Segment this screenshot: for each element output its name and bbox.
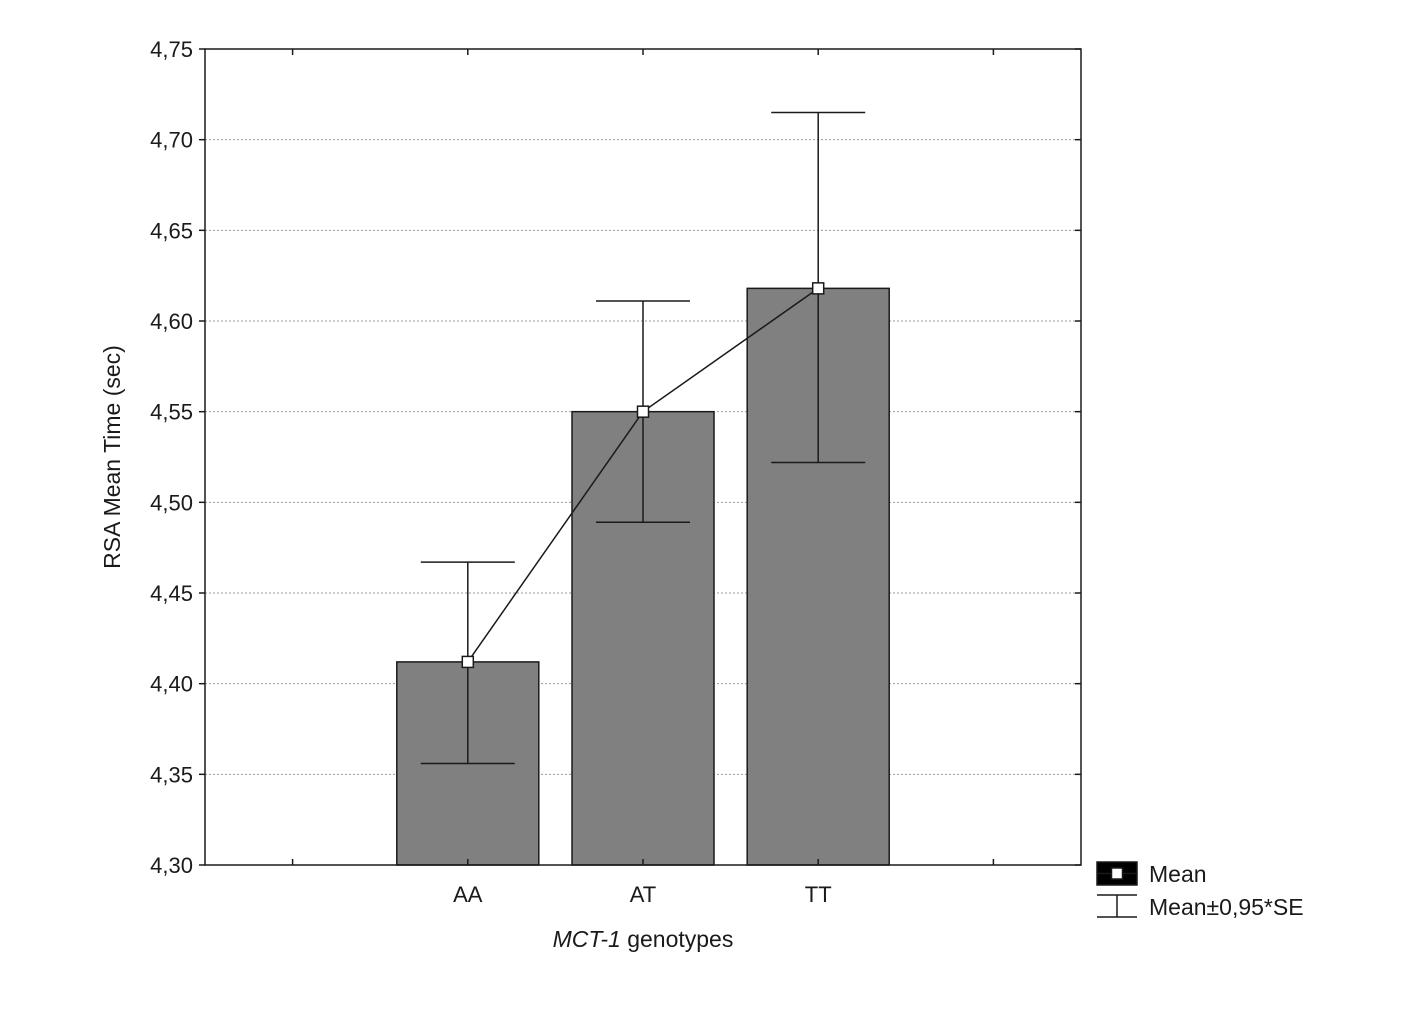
y-tick-label: 4,55 xyxy=(150,400,193,425)
legend-se-label: Mean±0,95*SE xyxy=(1149,894,1304,920)
y-axis-label: RSA Mean Time (sec) xyxy=(99,345,125,569)
legend-item-mean: Mean xyxy=(1096,861,1207,887)
x-tick-label-aa: AA xyxy=(453,882,483,907)
y-tick-label: 4,60 xyxy=(150,309,193,334)
legend-mean-label: Mean xyxy=(1149,861,1207,887)
y-tick-label: 4,30 xyxy=(150,853,193,878)
x-axis-label-rest: genotypes xyxy=(621,926,734,952)
y-tick-label: 4,40 xyxy=(150,672,193,697)
y-tick-label: 4,65 xyxy=(150,218,193,243)
y-tick-label: 4,35 xyxy=(150,762,193,787)
mean-marker-aa xyxy=(461,655,475,669)
x-tick-label-tt: TT xyxy=(805,882,832,907)
x-axis-label: MCT-1 genotypes xyxy=(553,926,734,952)
x-tick-label-at: AT xyxy=(630,882,656,907)
mean-marker-at xyxy=(636,405,650,418)
mean-marker-tt xyxy=(811,282,825,295)
y-tick-label: 4,75 xyxy=(150,37,193,62)
y-axis-ticks: 4,30 4,35 4,40 4,45 4,50 4,55 4,60 4,65 4,70 4,75 xyxy=(150,37,1081,878)
legend: Mean Mean±0,95*SE xyxy=(1096,861,1304,920)
y-tick-label: 4,70 xyxy=(150,128,193,153)
mean-line xyxy=(461,282,825,669)
y-tick-label: 4,45 xyxy=(150,581,193,606)
y-tick-label: 4,50 xyxy=(150,490,193,515)
x-axis-ticks: AA AT TT xyxy=(291,49,995,907)
legend-mean-marker xyxy=(1110,867,1124,880)
legend-item-se: Mean±0,95*SE xyxy=(1097,894,1304,920)
bars xyxy=(396,287,890,866)
x-axis-label-italic: MCT-1 xyxy=(553,926,621,952)
